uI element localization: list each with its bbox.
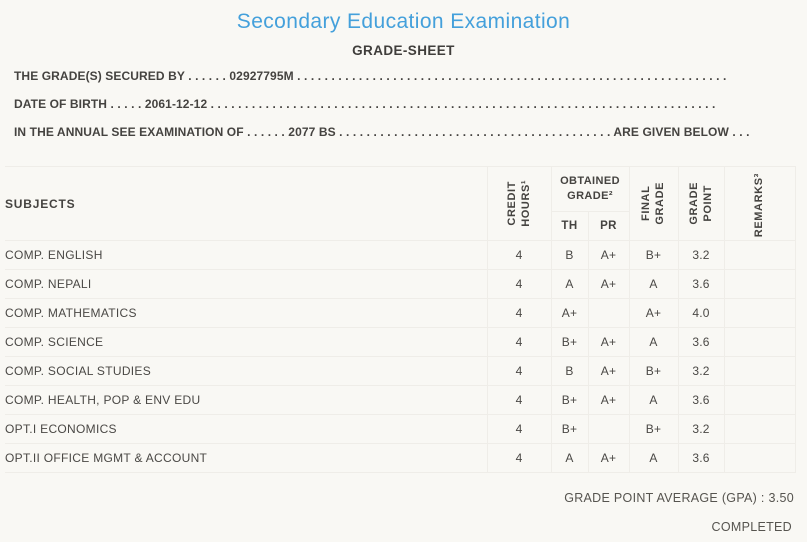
page-title: Secondary Education Examination: [236, 10, 571, 33]
credit-hours-cell: 4: [487, 240, 552, 270]
remarks-cell: [724, 298, 796, 328]
remarks-cell: [724, 327, 796, 357]
grade-point-cell: 3.6: [678, 327, 725, 357]
pr-grade-cell: [588, 414, 630, 444]
credit-hours-cell: 4: [487, 356, 552, 386]
grade-point-cell: 3.6: [678, 385, 725, 415]
pr-grade-cell: A+: [588, 356, 630, 386]
remarks-label: REMARKS³: [753, 172, 766, 237]
column-header-subjects: SUBJECTS: [5, 166, 488, 241]
grade-sheet-subtitle: GRADE-SHEET: [352, 43, 455, 58]
credit-hours-cell: 4: [487, 385, 552, 415]
pr-grade-cell: A+: [588, 240, 630, 270]
final-grade-cell: B+: [629, 240, 679, 270]
completion-status: COMPLETED: [711, 520, 792, 534]
table-row: COMP. MATHEMATICS 4 A+ A+ 4.0: [5, 298, 796, 328]
pr-grade-cell: A+: [588, 269, 630, 299]
grade-point-cell: 3.2: [678, 240, 725, 270]
subject-cell: COMP. NEPALI: [5, 269, 488, 299]
column-header-pr: PR: [588, 211, 630, 241]
credit-hours-cell: 4: [487, 327, 552, 357]
credit-hours-cell: 4: [487, 269, 552, 299]
grade-point-label: GRADE POINT: [687, 181, 715, 225]
pr-grade-cell: A+: [588, 443, 630, 473]
info-line-examination: IN THE ANNUAL SEE EXAMINATION OF . . . .…: [14, 125, 750, 139]
table-row: COMP. HEALTH, POP & ENV EDU 4 B+ A+ A 3.…: [5, 385, 796, 415]
pr-grade-cell: A+: [588, 327, 630, 357]
info-line-grades-secured: THE GRADE(S) SECURED BY . . . . . . 0292…: [14, 69, 727, 83]
th-grade-cell: B+: [551, 414, 589, 444]
column-header-th: TH: [551, 211, 589, 241]
grades-table: SUBJECTS CREDIT HOURS¹ OBTAINED GRADE² F…: [5, 166, 796, 473]
remarks-cell: [724, 356, 796, 386]
column-header-remarks: REMARKS³: [724, 166, 796, 241]
th-grade-cell: B: [551, 356, 589, 386]
final-grade-cell: B+: [629, 356, 679, 386]
table-subheader-row: TH PR: [5, 211, 795, 241]
remarks-cell: [724, 443, 796, 473]
info-line-date-of-birth: DATE OF BIRTH . . . . . 2061-12-12 . . .…: [14, 97, 716, 111]
gpa-summary: GRADE POINT AVERAGE (GPA) : 3.50: [564, 491, 794, 505]
credit-hours-cell: 4: [487, 414, 552, 444]
credit-hours-label: CREDIT HOURS¹: [505, 179, 532, 227]
th-grade-cell: A: [551, 269, 589, 299]
final-grade-cell: A: [629, 269, 679, 299]
final-grade-cell: B+: [629, 414, 679, 444]
table-row: OPT.I ECONOMICS 4 B+ B+ 3.2: [5, 414, 796, 444]
th-grade-cell: B+: [551, 327, 589, 357]
subject-cell: OPT.I ECONOMICS: [5, 414, 488, 444]
credit-hours-cell: 4: [487, 298, 552, 328]
remarks-cell: [724, 385, 796, 415]
grade-point-cell: 3.6: [678, 269, 725, 299]
grade-point-cell: 3.2: [678, 414, 725, 444]
th-grade-cell: B: [551, 240, 589, 270]
column-header-obtained-grade: OBTAINED GRADE²: [551, 166, 630, 212]
remarks-cell: [724, 414, 796, 444]
table-row: COMP. ENGLISH 4 B A+ B+ 3.2: [5, 240, 796, 270]
table-header-row: SUBJECTS CREDIT HOURS¹ OBTAINED GRADE² F…: [5, 166, 796, 241]
table-row: COMP. NEPALI 4 A A+ A 3.6: [5, 269, 796, 299]
grade-point-cell: 4.0: [678, 298, 725, 328]
final-grade-cell: A+: [629, 298, 679, 328]
remarks-cell: [724, 269, 796, 299]
column-header-grade-point: GRADE POINT: [678, 166, 725, 241]
subject-cell: COMP. ENGLISH: [5, 240, 488, 270]
credit-hours-cell: 4: [487, 443, 552, 473]
final-grade-cell: A: [629, 385, 679, 415]
final-grade-cell: A: [629, 443, 679, 473]
table-row: COMP. SOCIAL STUDIES 4 B A+ B+ 3.2: [5, 356, 796, 386]
pr-grade-cell: A+: [588, 385, 630, 415]
grade-point-cell: 3.6: [678, 443, 725, 473]
subject-cell: COMP. MATHEMATICS: [5, 298, 488, 328]
remarks-cell: [724, 240, 796, 270]
th-grade-cell: B+: [551, 385, 589, 415]
table-row: COMP. SCIENCE 4 B+ A+ A 3.6: [5, 327, 796, 357]
column-header-final-grade: FINAL GRADE: [629, 166, 679, 241]
pr-grade-cell: [588, 298, 630, 328]
subject-cell: OPT.II OFFICE MGMT & ACCOUNT: [5, 443, 488, 473]
student-info-block: THE GRADE(S) SECURED BY . . . . . . 0292…: [14, 62, 793, 146]
th-grade-cell: A+: [551, 298, 589, 328]
final-grade-cell: A: [629, 327, 679, 357]
table-row: OPT.II OFFICE MGMT & ACCOUNT 4 A A+ A 3.…: [5, 443, 796, 473]
subject-cell: COMP. SCIENCE: [5, 327, 488, 357]
subject-cell: COMP. SOCIAL STUDIES: [5, 356, 488, 386]
grade-point-cell: 3.2: [678, 356, 725, 386]
th-grade-cell: A: [551, 443, 589, 473]
final-grade-label: FINAL GRADE: [640, 181, 667, 225]
column-header-credit-hours: CREDIT HOURS¹: [487, 166, 552, 241]
subject-cell: COMP. HEALTH, POP & ENV EDU: [5, 385, 488, 415]
